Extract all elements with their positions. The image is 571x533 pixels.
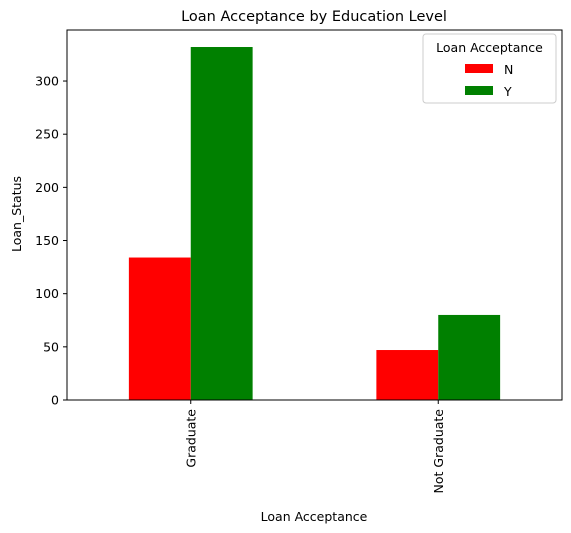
bar-y-not-graduate xyxy=(438,314,501,400)
x-tick-label: Graduate xyxy=(183,409,198,468)
legend-swatch-n xyxy=(465,64,493,73)
bar-y-graduate xyxy=(190,47,253,400)
y-tick-label: 200 xyxy=(35,180,59,195)
legend-swatch-y xyxy=(465,86,493,95)
plot-area: 0 50 100 150 200 250 300 Graduate Not Graduate xyxy=(35,29,563,494)
y-tick-label: 50 xyxy=(43,339,59,354)
y-tick-label: 250 xyxy=(35,127,59,142)
legend-label-y: Y xyxy=(503,84,512,99)
axes-frame xyxy=(66,29,563,401)
legend-title: Loan Acceptance xyxy=(436,40,543,55)
y-tick-label: 100 xyxy=(35,286,59,301)
x-tick-label: Not Graduate xyxy=(431,409,446,494)
y-tick-label: 150 xyxy=(35,233,59,248)
legend: Loan Acceptance N Y xyxy=(422,33,557,104)
bar-n-not-graduate xyxy=(376,350,439,400)
y-tick-label: 0 xyxy=(51,393,59,408)
legend-label-n: N xyxy=(504,62,513,77)
y-axis-label: Loan_Status xyxy=(9,176,24,252)
bar-n-graduate xyxy=(128,257,191,400)
x-axis-label: Loan Acceptance xyxy=(261,509,368,524)
chart-title: Loan Acceptance by Education Level xyxy=(181,9,447,25)
y-tick-label: 300 xyxy=(35,74,59,89)
